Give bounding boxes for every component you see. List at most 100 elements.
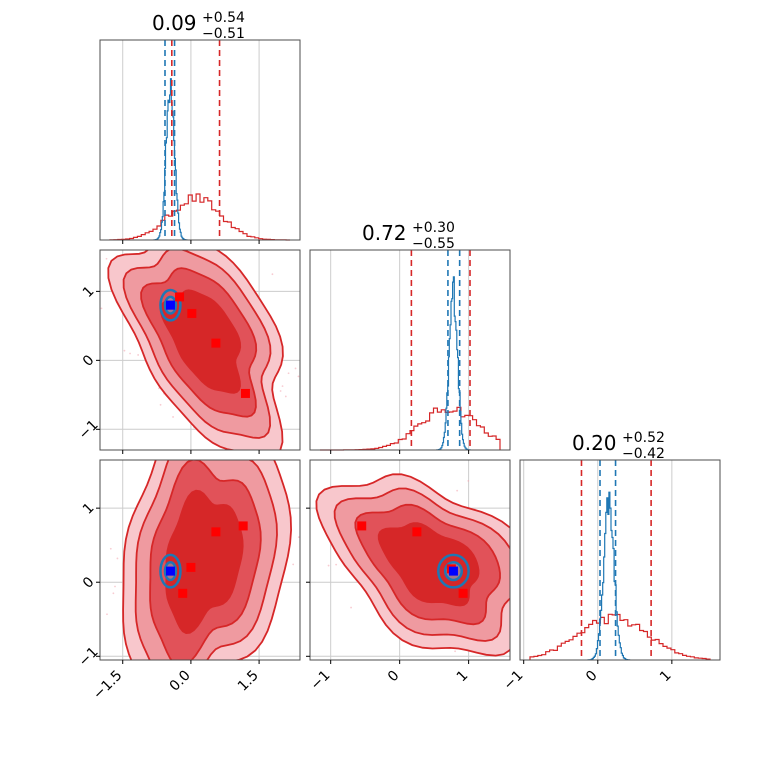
sample-point — [400, 675, 402, 677]
ytick-label: −1 — [76, 644, 102, 670]
ytick-label: −1 — [76, 417, 102, 443]
sample-point — [154, 219, 156, 221]
joint-panel-1-2 — [310, 460, 567, 711]
sample-point — [106, 613, 108, 616]
xtick-label: 0 — [385, 668, 403, 686]
sample-point — [179, 454, 181, 456]
marginal-panel-2 — [523, 460, 711, 661]
sample-point — [197, 454, 199, 456]
reference-point — [175, 292, 185, 302]
sample-point — [199, 455, 201, 457]
joint-panel-0-2 — [82, 421, 300, 740]
sample-point — [97, 184, 99, 186]
panel-title-plus-1: +0.30 — [412, 220, 455, 236]
reference-point — [238, 521, 248, 531]
narrow-contour — [159, 553, 182, 589]
narrow-contour — [437, 553, 470, 589]
sample-point — [279, 390, 282, 392]
sample-point — [281, 385, 284, 387]
sample-point — [137, 354, 140, 356]
reference-point — [178, 588, 188, 598]
joint-frame-0-1 — [99, 249, 301, 451]
sample-point — [454, 650, 457, 653]
histogram-broad — [320, 406, 501, 451]
reference-point — [240, 388, 250, 398]
sample-point — [297, 375, 300, 378]
xtick-label: −1 — [501, 668, 527, 694]
joint-panel-0-1 — [89, 184, 300, 450]
sample-point — [158, 387, 160, 390]
sample-point — [129, 352, 131, 355]
histogram-broad — [529, 613, 711, 660]
xtick-label: 1.5 — [235, 668, 262, 695]
sample-point — [287, 372, 290, 375]
sample-point — [114, 585, 116, 588]
sample-point — [105, 257, 108, 260]
sample-point — [327, 564, 330, 567]
sample-point — [82, 494, 84, 496]
ytick-label: 1 — [80, 500, 98, 518]
sample-point — [211, 718, 213, 720]
sample-point — [558, 634, 560, 636]
sample-point — [539, 629, 541, 631]
sample-point — [209, 673, 211, 675]
xtick-label: 0 — [583, 668, 601, 686]
sample-point — [193, 667, 195, 669]
reference-point — [357, 521, 367, 531]
sample-point — [175, 241, 177, 243]
sample-point — [292, 563, 295, 566]
sample-point — [180, 227, 182, 229]
truth-marker — [165, 566, 175, 576]
marginal-panel-0 — [109, 40, 290, 241]
sample-point — [94, 218, 96, 220]
sample-point — [223, 661, 225, 663]
sample-point — [294, 367, 297, 370]
sample-point — [172, 416, 174, 418]
sample-point — [89, 200, 91, 202]
sample-point — [520, 693, 522, 695]
histogram-broad — [109, 193, 290, 241]
truth-marker — [165, 300, 175, 310]
sample-point — [212, 446, 214, 448]
reference-point — [186, 562, 196, 572]
histogram-narrow — [436, 276, 471, 451]
marginal-frame-1 — [309, 249, 511, 451]
sample-point — [159, 403, 162, 406]
sample-point — [512, 520, 514, 522]
sample-point — [335, 563, 338, 566]
sample-point — [141, 728, 143, 730]
sample-point — [112, 592, 115, 595]
marginal-frame-0 — [99, 39, 301, 241]
panel-title-minus-0: −0.51 — [202, 26, 245, 42]
sample-point — [232, 685, 234, 687]
reference-point — [412, 527, 422, 537]
sample-point — [147, 668, 149, 670]
sample-point — [294, 421, 296, 423]
sample-point — [408, 691, 410, 693]
reference-point — [458, 588, 468, 598]
sample-point — [350, 606, 352, 609]
joint-panel-contents — [310, 460, 567, 711]
sample-point — [289, 454, 291, 456]
sample-point — [215, 454, 217, 456]
sample-point — [297, 536, 300, 539]
sample-point — [467, 480, 470, 482]
joint-panel-contents — [89, 184, 300, 450]
truth-marker — [448, 566, 458, 576]
sample-point — [96, 626, 98, 628]
sample-point — [148, 202, 150, 204]
sample-point — [271, 273, 274, 276]
panel-title-2: 0.20 — [572, 431, 617, 455]
sample-point — [123, 349, 126, 352]
sample-point — [448, 709, 450, 711]
xtick-label: 0.0 — [167, 668, 194, 695]
panel-title-minus-1: −0.55 — [412, 236, 455, 252]
sample-point — [456, 489, 459, 492]
sample-point — [565, 538, 567, 540]
sample-point — [154, 738, 156, 740]
sample-point — [100, 307, 103, 310]
sample-point — [517, 524, 519, 526]
sample-point — [116, 557, 119, 560]
sample-point — [208, 227, 210, 229]
